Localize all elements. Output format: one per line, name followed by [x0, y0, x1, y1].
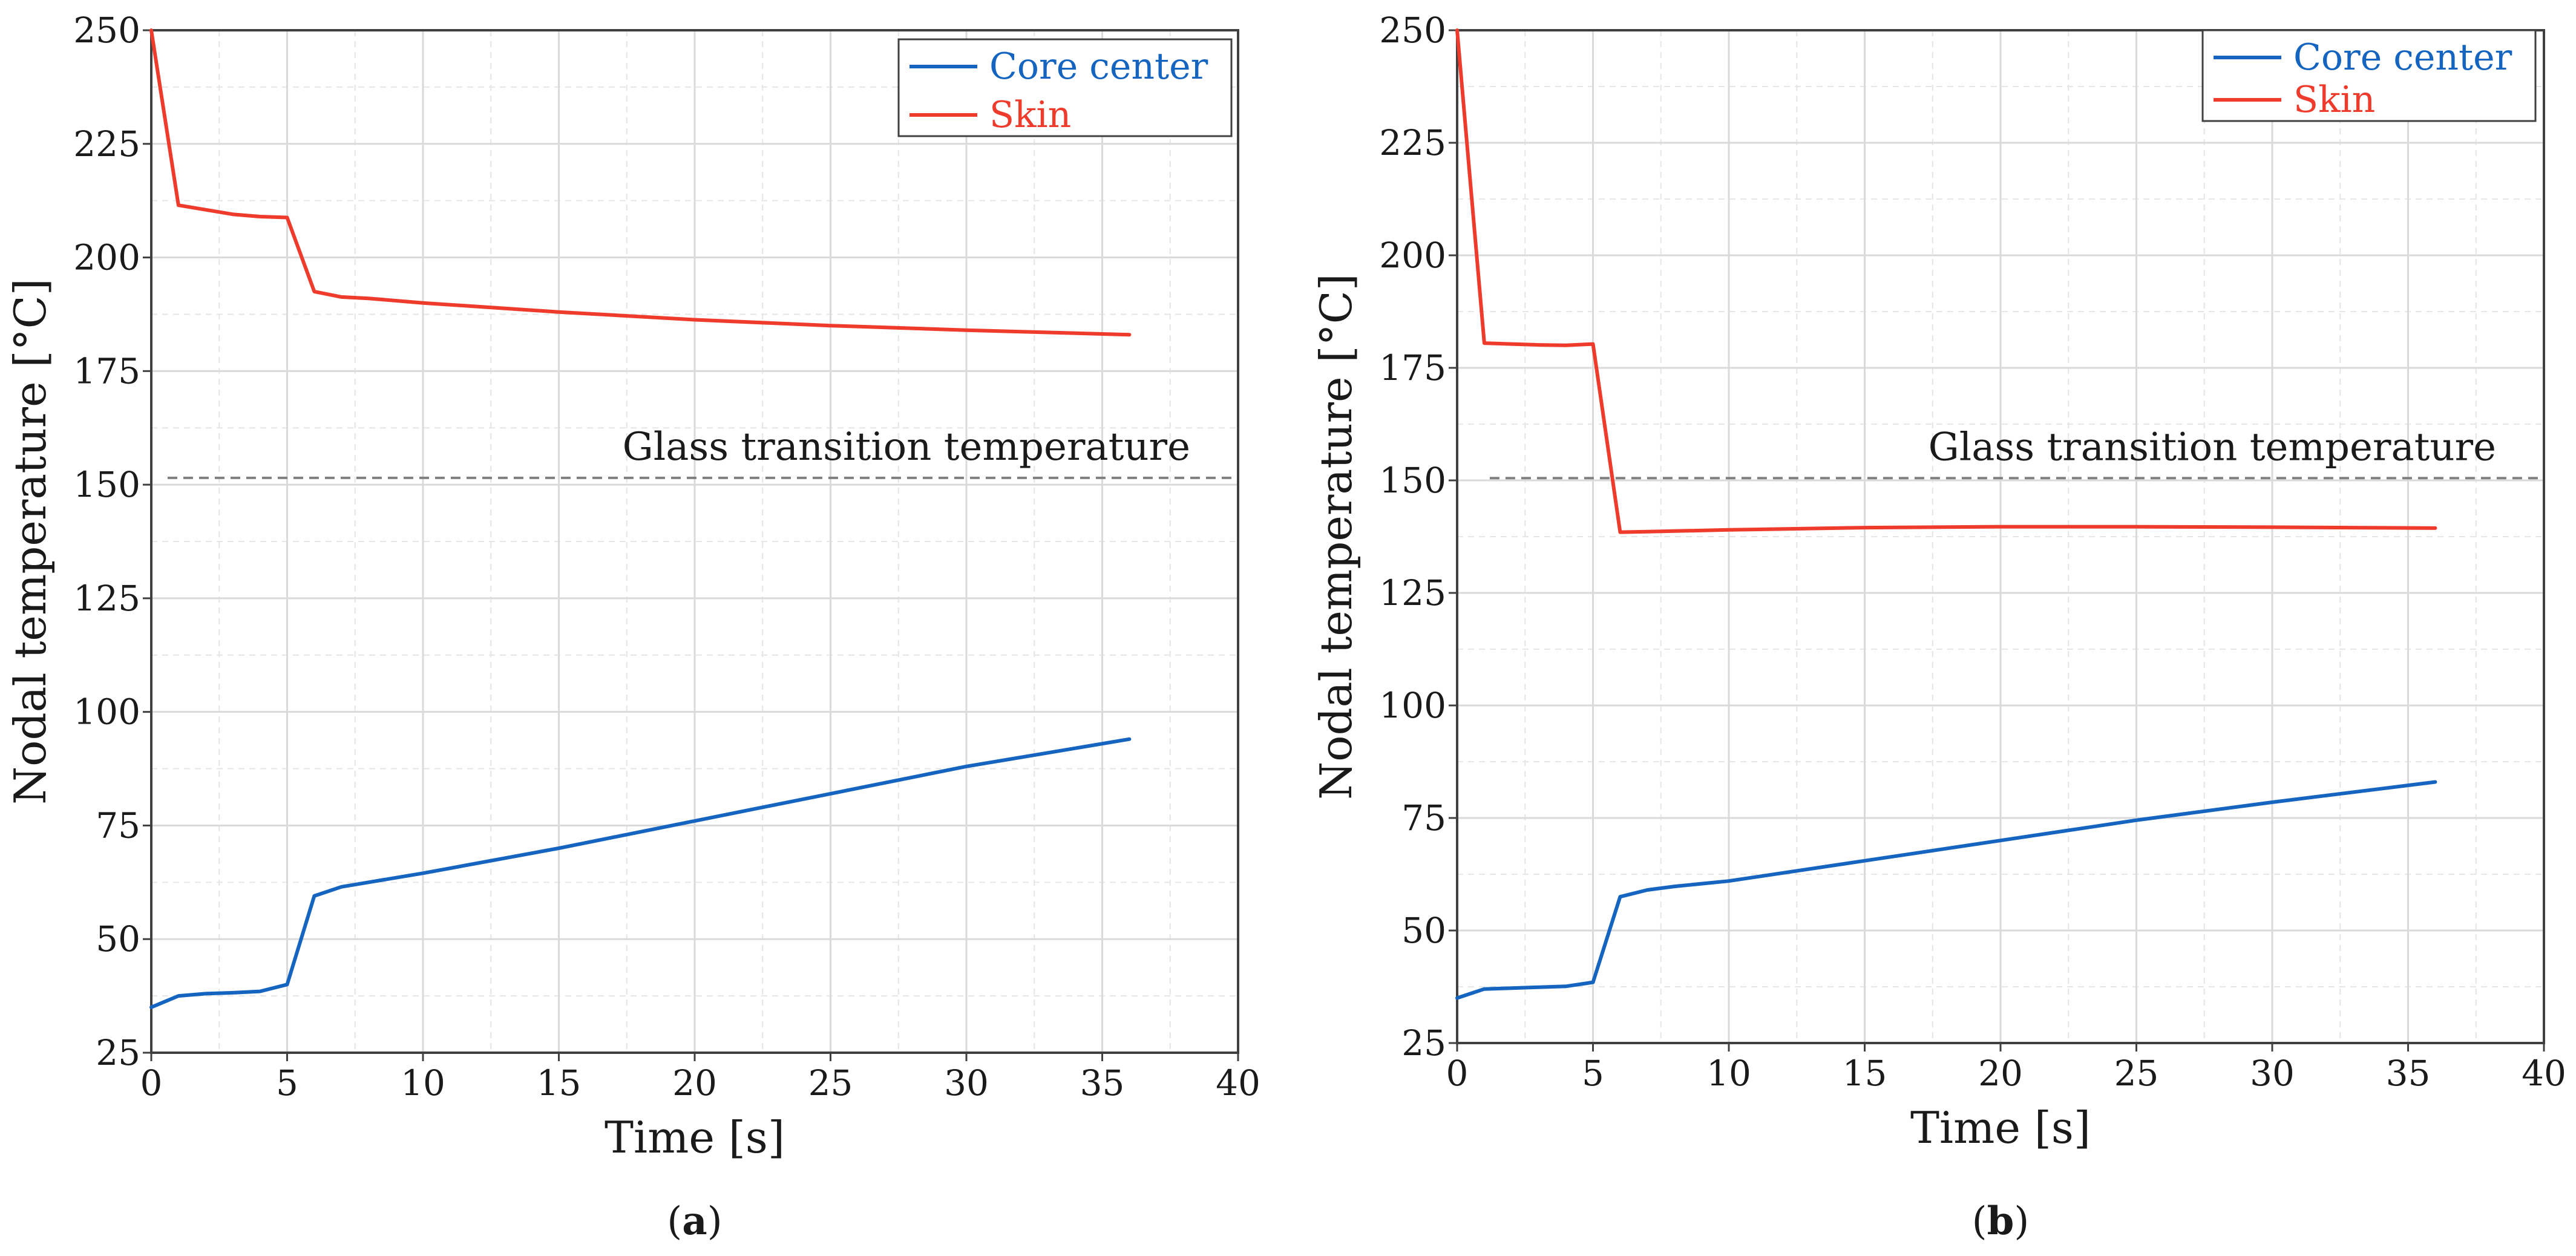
y-tick-label: 125: [73, 578, 140, 619]
glass-transition-label: Glass transition temperature: [623, 425, 1190, 469]
x-tick-label: 5: [1582, 1053, 1604, 1094]
caption-close-paren: ): [707, 1199, 723, 1244]
y-tick-label: 200: [1379, 235, 1446, 276]
x-tick-label: 15: [537, 1062, 582, 1104]
x-tick-label: 25: [808, 1062, 853, 1104]
y-tick-label: 175: [73, 350, 140, 391]
x-axis-label: Time [s]: [1910, 1102, 2091, 1153]
x-tick-label: 30: [2250, 1053, 2295, 1094]
y-axis-label: Nodal temperature [°C]: [5, 278, 56, 805]
x-tick-label: 40: [1216, 1062, 1260, 1104]
legend-entry: Core center: [989, 45, 1208, 88]
y-tick-label: 225: [1379, 122, 1446, 163]
y-tick-label: 50: [1401, 910, 1446, 951]
y-tick-label: 125: [1379, 572, 1446, 613]
y-tick-label: 50: [96, 918, 140, 960]
y-tick-label: 75: [1401, 797, 1446, 839]
x-tick-label: 10: [1706, 1053, 1751, 1094]
y-tick-label: 25: [96, 1032, 140, 1073]
y-tick-label: 75: [96, 805, 140, 846]
y-tick-label: 100: [73, 692, 140, 733]
x-tick-label: 35: [1080, 1062, 1125, 1104]
x-tick-label: 25: [2114, 1053, 2159, 1094]
x-tick-label: 35: [2386, 1053, 2431, 1094]
x-tick-label: 30: [944, 1062, 989, 1104]
caption-letter: b: [1987, 1199, 2014, 1244]
legend-box: [897, 38, 1233, 137]
series-line-core-center: [149, 737, 1132, 1009]
y-tick-label: 150: [73, 464, 140, 505]
x-tick-label: 15: [1843, 1053, 1887, 1094]
legend-entry: Core center: [2293, 36, 2512, 79]
caption-open-paren: (: [667, 1199, 682, 1244]
x-tick-label: 20: [672, 1062, 717, 1104]
caption-close-paren: ): [2014, 1199, 2029, 1244]
y-tick-label: 175: [1379, 347, 1446, 388]
chart-panel-b: 0 5 10 15 20 25 30 35 40 25 50 75 100 125 150 175 200 225…: [1311, 10, 2566, 1244]
panel-caption: (b): [1972, 1199, 2030, 1244]
x-axis-label: Time [s]: [605, 1112, 785, 1163]
y-tick-label: 150: [1379, 460, 1446, 501]
y-tick-label: 25: [1401, 1022, 1446, 1064]
series-line-skin: [1455, 28, 2437, 534]
caption-open-paren: (: [1972, 1199, 1987, 1244]
y-axis-label: Nodal temperature [°C]: [1311, 273, 1362, 800]
x-tick-label: 0: [140, 1062, 163, 1104]
y-tick-label: 100: [1379, 685, 1446, 726]
legend-entry: Skin: [989, 94, 1071, 136]
chart-panel-a: 0 5 10 15 20 25 30 35 40 25 50 75 100 125 150 175 200 225…: [5, 10, 1260, 1244]
legend-entry: Skin: [2293, 79, 2375, 121]
series-line-core-center: [1455, 780, 2437, 1000]
series-line-skin: [149, 28, 1132, 337]
x-tick-label: 0: [1446, 1053, 1469, 1094]
x-tick-label: 10: [401, 1062, 445, 1104]
y-tick-label: 225: [73, 123, 140, 165]
caption-letter: a: [682, 1199, 707, 1244]
x-tick-label: 40: [2522, 1053, 2566, 1094]
y-tick-label: 250: [73, 10, 140, 51]
x-tick-label: 5: [276, 1062, 298, 1104]
y-tick-label: 200: [73, 237, 140, 278]
y-tick-label: 250: [1379, 10, 1446, 51]
legend-box: [2201, 29, 2537, 122]
x-tick-label: 20: [1978, 1053, 2023, 1094]
glass-transition-label: Glass transition temperature: [1929, 425, 2496, 469]
panel-caption: (a): [667, 1199, 722, 1244]
